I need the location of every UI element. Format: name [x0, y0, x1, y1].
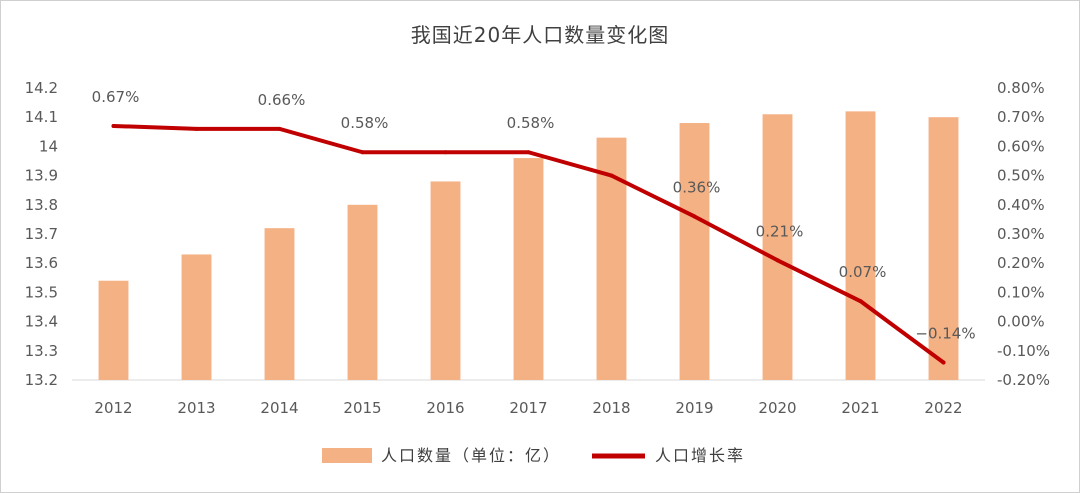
growth-rate-data-label: 0.67% [92, 88, 140, 106]
growth-rate-point [609, 173, 614, 178]
x-axis: 2012 2013 2014 2015 2016 2017 2018 2019 2020 2021… [72, 379, 985, 417]
left-axis: 13.2 13.3 13.4 13.5 13.6 13.7 13.8 13.9 14 14.1 14… [25, 79, 58, 389]
x-axis-tick-label: 2017 [509, 399, 547, 417]
growth-rate-point [775, 258, 780, 263]
x-axis-tick-label: 2021 [841, 399, 879, 417]
population-bar [430, 181, 461, 380]
right-axis-tick-label: 0.30% [997, 225, 1045, 243]
right-axis-tick-label: 0.70% [997, 108, 1045, 126]
left-axis-tick-label: 13.5 [25, 283, 58, 301]
right-axis-tick-label: 0.20% [997, 254, 1045, 272]
left-axis-tick-label: 13.6 [25, 254, 58, 272]
growth-rate-point [526, 150, 531, 155]
growth-rate-point [360, 150, 365, 155]
population-bar [596, 137, 627, 380]
x-axis-tick-label: 2014 [260, 399, 298, 417]
population-bar [513, 158, 544, 380]
growth-rate-point [692, 214, 697, 219]
right-axis-tick-label: 0.50% [997, 167, 1045, 185]
x-axis-tick-label: 2020 [758, 399, 796, 417]
x-axis-tick-label: 2019 [675, 399, 713, 417]
growth-rate-point [858, 299, 863, 304]
left-axis-tick-label: 14.2 [25, 79, 58, 97]
x-axis-tick-label: 2013 [177, 399, 215, 417]
growth-rate-point [277, 126, 282, 131]
data-labels: 0.67% 0.66% 0.58% 0.58% 0.36% 0.21% 0.07% −0.14… [92, 88, 976, 343]
growth-rate-point [443, 150, 448, 155]
legend-line-label: 人口增长率 [655, 446, 745, 465]
population-bar [928, 117, 959, 380]
chart-title: 我国近20年人口数量变化图 [411, 23, 669, 47]
right-axis-tick-label: 0.00% [997, 313, 1045, 331]
left-axis-tick-label: 13.3 [25, 342, 58, 360]
x-axis-tick-label: 2012 [94, 399, 132, 417]
x-axis-tick-label: 2022 [924, 399, 962, 417]
growth-rate-data-label: 0.58% [507, 114, 555, 132]
population-bar [845, 111, 876, 381]
population-bar [679, 123, 710, 380]
growth-rate-data-label: −0.14% [915, 324, 975, 342]
population-bar [347, 204, 378, 380]
growth-rate-data-label: 0.58% [341, 114, 389, 132]
right-axis-tick-label: 0.80% [997, 79, 1045, 97]
population-bar [181, 254, 212, 380]
growth-rate-point [111, 123, 116, 128]
left-axis-tick-label: 13.8 [25, 196, 58, 214]
right-axis-tick-label: 0.40% [997, 196, 1045, 214]
growth-rate-point [194, 126, 199, 131]
x-axis-tick-label: 2015 [343, 399, 381, 417]
right-axis-tick-label: 0.60% [997, 137, 1045, 155]
right-axis-tick-label: -0.20% [997, 371, 1050, 389]
population-bar [264, 228, 295, 380]
right-axis-tick-label: 0.10% [997, 283, 1045, 301]
growth-rate-data-label: 0.36% [673, 178, 721, 196]
right-axis: -0.20% -0.10% 0.00% 0.10% 0.20% 0.30% 0.40% 0.5… [997, 79, 1050, 389]
left-axis-tick-label: 13.7 [25, 225, 58, 243]
left-axis-tick-label: 13.4 [25, 313, 58, 331]
right-axis-tick-label: -0.10% [997, 342, 1050, 360]
legend-bar-swatch [322, 448, 372, 463]
left-axis-tick-label: 14.1 [25, 108, 58, 126]
x-axis-tick-label: 2018 [592, 399, 630, 417]
population-bar [98, 280, 129, 380]
left-axis-tick-label: 13.9 [25, 167, 58, 185]
x-axis-tick-label: 2016 [426, 399, 464, 417]
growth-rate-data-label: 0.21% [756, 222, 804, 240]
bar-series [98, 111, 959, 381]
growth-rate-point [941, 360, 946, 365]
population-bar [762, 114, 793, 380]
line-series [111, 123, 946, 365]
growth-rate-data-label: 0.66% [258, 91, 306, 109]
left-axis-tick-label: 13.2 [25, 371, 58, 389]
legend-bar-label: 人口数量（单位：亿） [381, 446, 561, 465]
left-axis-tick-label: 14 [39, 137, 58, 155]
legend: 人口数量（单位：亿） 人口增长率 [322, 446, 745, 465]
growth-rate-data-label: 0.07% [839, 263, 887, 281]
